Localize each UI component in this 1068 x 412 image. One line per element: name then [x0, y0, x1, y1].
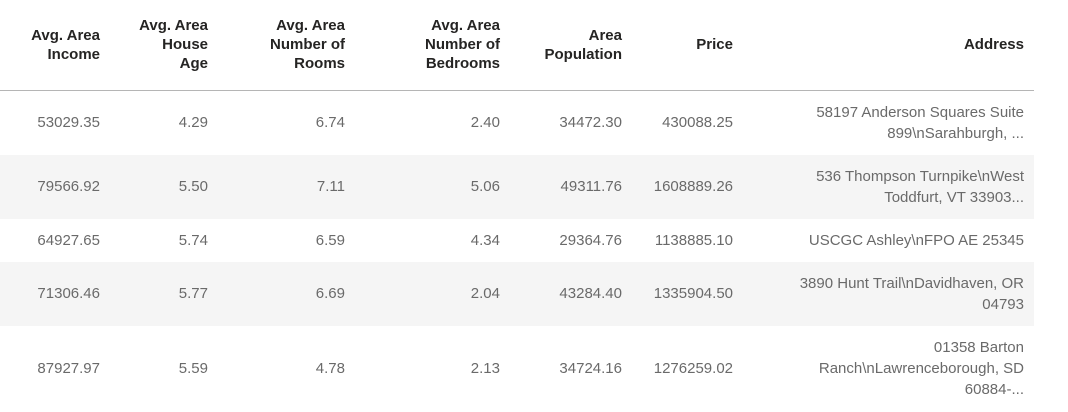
cell-price: 1608889.26 — [653, 178, 733, 195]
cell-avg-area-house-age: 5.59 — [178, 359, 208, 377]
column-header-address[interactable]: Address — [743, 0, 1034, 91]
table-row: 71306.46 5.77 6.69 2.04 43284.40 1335904.50 38… — [0, 261, 1034, 326]
cell-avg-area-house-age: 5.77 — [178, 285, 208, 302]
cell-avg-area-number-of-rooms: 4.78 — [315, 359, 345, 377]
header-row: Avg. Area Income Avg. Area House Age Avg. … — [0, 0, 1034, 91]
cell-area-population: 29364.76 — [559, 231, 622, 249]
cell-area-population: 34472.30 — [559, 114, 622, 131]
cell-avg-area-number-of-rooms: 6.69 — [315, 285, 345, 302]
cell-avg-area-number-of-bedrooms: 2.13 — [470, 359, 500, 377]
cell-price: 1335904.50 — [653, 285, 733, 302]
cell-avg-area-number-of-bedrooms: 2.40 — [470, 114, 500, 131]
table-row: 53029.35 4.29 6.74 2.40 34472.30 430088.25 581… — [0, 90, 1034, 155]
cell-area-population: 43284.40 — [559, 285, 622, 302]
column-header-avg-area-income[interactable]: Avg. Area Income — [0, 0, 110, 91]
table-row: 64927.65 5.74 6.59 4.34 29364.76 1138885.10 US… — [0, 219, 1034, 262]
column-header-avg-area-number-of-bedrooms[interactable]: Avg. Area Number of Bedrooms — [355, 0, 510, 91]
data-table: Avg. Area Income Avg. Area House Age Avg. … — [0, 0, 1034, 411]
cell-avg-area-number-of-bedrooms: 2.04 — [470, 285, 500, 302]
cell-avg-area-number-of-bedrooms: 4.34 — [470, 231, 500, 249]
cell-address: 58197 Anderson Squares Suite 899\nSarahb… — [816, 103, 1024, 142]
cell-avg-area-number-of-rooms: 6.74 — [315, 114, 345, 131]
cell-avg-area-number-of-rooms: 7.11 — [316, 178, 345, 195]
cell-avg-area-number-of-rooms: 6.59 — [315, 231, 345, 249]
table-header: Avg. Area Income Avg. Area House Age Avg. … — [0, 0, 1034, 91]
column-header-area-population[interactable]: Area Population — [510, 0, 632, 91]
cell-avg-area-house-age: 4.29 — [178, 114, 208, 131]
column-header-avg-area-house-age[interactable]: Avg. Area House Age — [110, 0, 218, 91]
column-header-avg-area-number-of-rooms[interactable]: Avg. Area Number of Rooms — [218, 0, 355, 91]
cell-area-population: 34724.16 — [559, 359, 622, 377]
cell-address: 01358 Barton Ranch\nLawrenceborough, SD … — [818, 338, 1024, 398]
cell-area-population: 49311.76 — [560, 178, 622, 195]
table-row: 79566.92 5.50 7.11 5.06 49311.76 1608889.26 53… — [0, 154, 1034, 219]
cell-avg-area-income: 79566.92 — [37, 178, 100, 195]
cell-price: 1138885.10 — [654, 231, 733, 249]
cell-avg-area-number-of-bedrooms: 5.06 — [470, 178, 500, 195]
cell-avg-area-income: 87927.97 — [37, 359, 100, 377]
table-row: 87927.97 5.59 4.78 2.13 34724.16 1276259.02 01… — [0, 326, 1034, 411]
cell-address: 3890 Hunt Trail\nDavidhaven, OR 04793 — [799, 274, 1024, 313]
cell-address: 536 Thompson Turnpike\nWest Toddfurt, VT… — [816, 167, 1024, 206]
cell-avg-area-income: 53029.35 — [37, 114, 100, 131]
table-body: 53029.35 4.29 6.74 2.40 34472.30 430088.25 581… — [0, 90, 1034, 411]
cell-avg-area-income: 71306.46 — [37, 285, 100, 302]
cell-avg-area-income: 64927.65 — [37, 231, 100, 249]
cell-avg-area-house-age: 5.50 — [178, 178, 208, 195]
cell-address: USCGC Ashley\nFPO AE 25345 — [808, 231, 1024, 249]
column-header-price[interactable]: Price — [632, 0, 743, 91]
cell-avg-area-house-age: 5.74 — [178, 231, 208, 249]
cell-price: 430088.25 — [662, 114, 733, 131]
cell-price: 1276259.02 — [653, 359, 733, 377]
